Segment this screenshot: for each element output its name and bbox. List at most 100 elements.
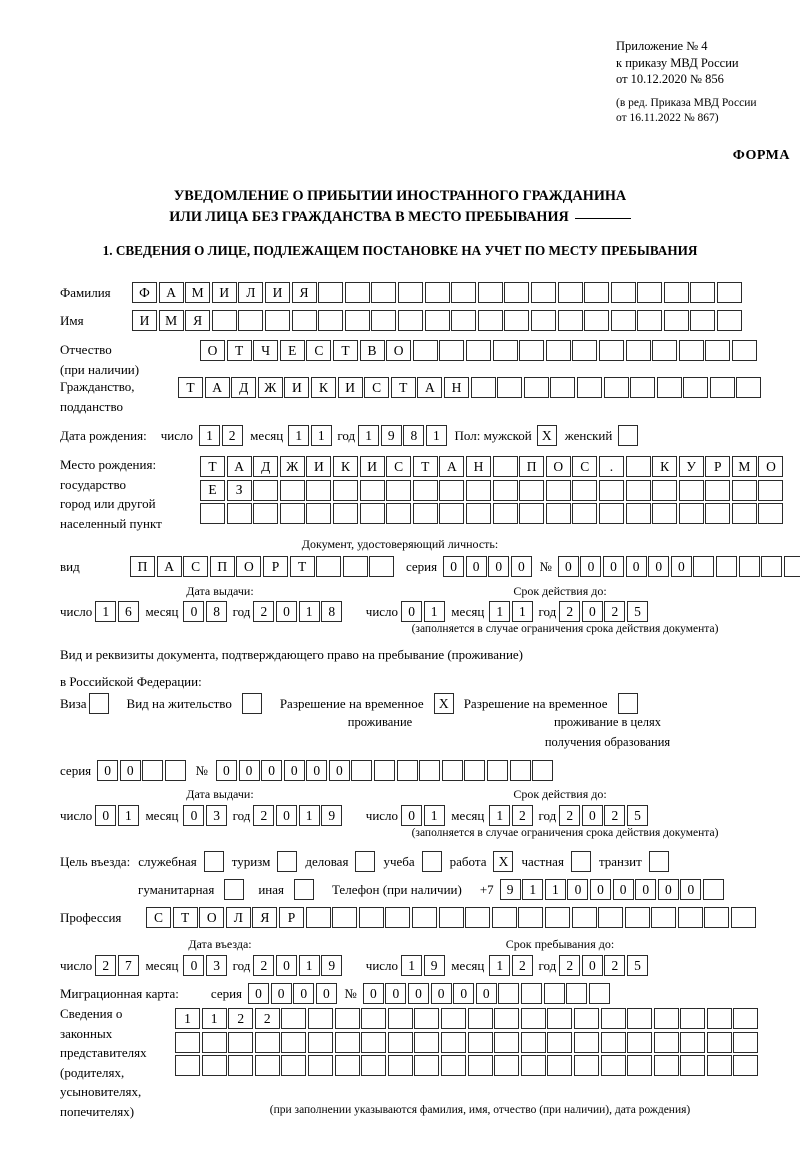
char-box[interactable]: [652, 479, 678, 501]
char-box[interactable]: [547, 1031, 573, 1053]
char-box[interactable]: Д: [253, 456, 279, 477]
char-box[interactable]: [705, 340, 731, 361]
char-box[interactable]: Ч: [253, 340, 279, 361]
char-box[interactable]: [572, 503, 598, 524]
purpose-option-checkbox-1[interactable]: [277, 851, 298, 872]
char-box[interactable]: Р: [705, 456, 731, 477]
char-box[interactable]: [678, 340, 704, 361]
char-box[interactable]: [557, 310, 583, 331]
char-box[interactable]: [397, 282, 423, 303]
char-box[interactable]: [387, 1008, 413, 1029]
char-box[interactable]: [465, 340, 491, 361]
char-box[interactable]: [653, 1055, 679, 1076]
char-box[interactable]: [226, 503, 252, 524]
char-box[interactable]: [545, 503, 571, 524]
char-box[interactable]: [492, 503, 518, 524]
char-box[interactable]: А: [417, 377, 443, 398]
char-box[interactable]: 9: [423, 955, 445, 976]
char-box[interactable]: 1: [198, 425, 220, 446]
char-box[interactable]: [464, 760, 486, 781]
char-box[interactable]: [709, 377, 735, 398]
char-box[interactable]: [439, 479, 465, 501]
char-box[interactable]: [253, 503, 279, 524]
char-box[interactable]: Т: [172, 907, 198, 928]
char-box[interactable]: 2: [511, 955, 533, 976]
char-box[interactable]: [334, 1008, 360, 1029]
char-box[interactable]: А: [156, 556, 182, 577]
char-box[interactable]: 1: [201, 1008, 227, 1029]
char-box[interactable]: 0: [581, 601, 603, 622]
char-box[interactable]: [678, 503, 704, 524]
char-box[interactable]: 8: [206, 601, 228, 622]
char-box[interactable]: Т: [412, 456, 438, 477]
char-box[interactable]: 0: [581, 805, 603, 826]
char-box[interactable]: 0: [276, 955, 298, 976]
char-box[interactable]: 0: [475, 983, 497, 1004]
char-box[interactable]: [588, 983, 610, 1004]
char-box[interactable]: С: [183, 556, 209, 577]
char-box[interactable]: [520, 1031, 546, 1053]
char-box[interactable]: Р: [262, 556, 288, 577]
char-box[interactable]: Т: [178, 377, 203, 398]
char-box[interactable]: 1: [425, 425, 447, 446]
char-box[interactable]: 0: [680, 879, 702, 900]
char-box[interactable]: [332, 907, 358, 928]
char-box[interactable]: [201, 1055, 227, 1076]
char-box[interactable]: 2: [95, 955, 117, 976]
char-box[interactable]: [598, 503, 624, 524]
char-box[interactable]: [465, 479, 491, 501]
char-box[interactable]: [572, 479, 598, 501]
char-box[interactable]: [573, 1031, 599, 1053]
char-box[interactable]: 2: [604, 955, 626, 976]
char-box[interactable]: С: [386, 456, 412, 477]
char-box[interactable]: 0: [306, 760, 328, 781]
char-box[interactable]: 0: [293, 983, 315, 1004]
char-box[interactable]: [307, 1031, 333, 1053]
char-box[interactable]: [733, 1008, 759, 1029]
char-box[interactable]: 1: [522, 879, 544, 900]
char-box[interactable]: [627, 1055, 653, 1076]
char-box[interactable]: В: [359, 340, 385, 361]
char-box[interactable]: [547, 1008, 573, 1029]
char-box[interactable]: [318, 282, 344, 303]
char-box[interactable]: [238, 310, 264, 331]
char-box[interactable]: [414, 1055, 440, 1076]
char-box[interactable]: [731, 340, 757, 361]
char-box[interactable]: Я: [252, 907, 278, 928]
char-box[interactable]: [545, 340, 571, 361]
char-box[interactable]: [518, 907, 544, 928]
char-box[interactable]: [603, 377, 629, 398]
char-box[interactable]: 2: [559, 601, 581, 622]
char-box[interactable]: Т: [200, 456, 225, 477]
char-box[interactable]: 1: [489, 955, 511, 976]
char-box[interactable]: [598, 340, 624, 361]
char-box[interactable]: 0: [238, 760, 260, 781]
char-box[interactable]: [600, 1031, 626, 1053]
char-box[interactable]: Н: [443, 377, 469, 398]
char-box[interactable]: [680, 1008, 706, 1029]
char-box[interactable]: [519, 340, 545, 361]
char-box[interactable]: [584, 282, 610, 303]
char-box[interactable]: [598, 479, 624, 501]
char-box[interactable]: [584, 310, 610, 331]
char-box[interactable]: 0: [119, 760, 141, 781]
char-box[interactable]: Л: [225, 907, 251, 928]
char-box[interactable]: 2: [253, 601, 275, 622]
char-box[interactable]: П: [519, 456, 545, 477]
char-box[interactable]: [717, 282, 743, 303]
char-box[interactable]: [651, 907, 677, 928]
char-box[interactable]: [572, 340, 598, 361]
purpose-other-checkbox[interactable]: [293, 879, 314, 900]
char-box[interactable]: [344, 310, 370, 331]
char-box[interactable]: М: [185, 282, 211, 303]
char-box[interactable]: И: [264, 282, 290, 303]
char-box[interactable]: Я: [185, 310, 211, 331]
char-box[interactable]: И: [211, 282, 237, 303]
char-box[interactable]: [492, 479, 518, 501]
char-box[interactable]: 3: [206, 805, 228, 826]
char-box[interactable]: 9: [321, 805, 343, 826]
